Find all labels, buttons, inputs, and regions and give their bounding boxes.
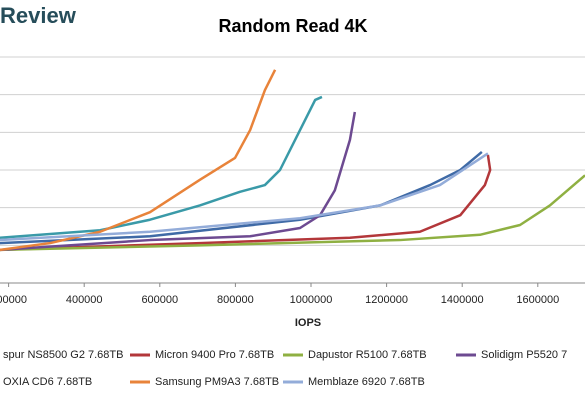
x-tick-label: 600000 (141, 294, 178, 306)
legend-label: Samsung PM9A3 7.68TB (155, 376, 279, 388)
series-line (0, 111, 357, 252)
x-tick-label: 800000 (217, 294, 254, 306)
x-tick-label: 400000 (66, 294, 103, 306)
series-line (0, 174, 585, 252)
brand-logo: Review (0, 3, 77, 28)
legend-label: spur NS8500 G2 7.68TB (3, 349, 123, 361)
series-line (0, 152, 489, 242)
x-tick-label: 1400000 (441, 294, 484, 306)
series-line (0, 154, 492, 252)
legend-label: Dapustor R5100 7.68TB (308, 349, 427, 361)
chart-title: Random Read 4K (218, 16, 367, 36)
legend-label: Solidigm P5520 7 (481, 349, 567, 361)
legend-label: Micron 9400 Pro 7.68TB (155, 349, 274, 361)
x-tick-label: 1000000 (290, 294, 333, 306)
series-line (0, 69, 277, 252)
x-axis-title: IOPS (295, 317, 321, 329)
series-line (0, 150, 483, 245)
series-line (0, 95, 323, 240)
x-tick-label: 1200000 (365, 294, 408, 306)
legend-label: Memblaze 6920 7.68TB (308, 376, 425, 388)
legend-label: OXIA CD6 7.68TB (3, 376, 92, 388)
x-tick-label: 200000 (0, 294, 27, 306)
x-tick-label: 1600000 (516, 294, 559, 306)
